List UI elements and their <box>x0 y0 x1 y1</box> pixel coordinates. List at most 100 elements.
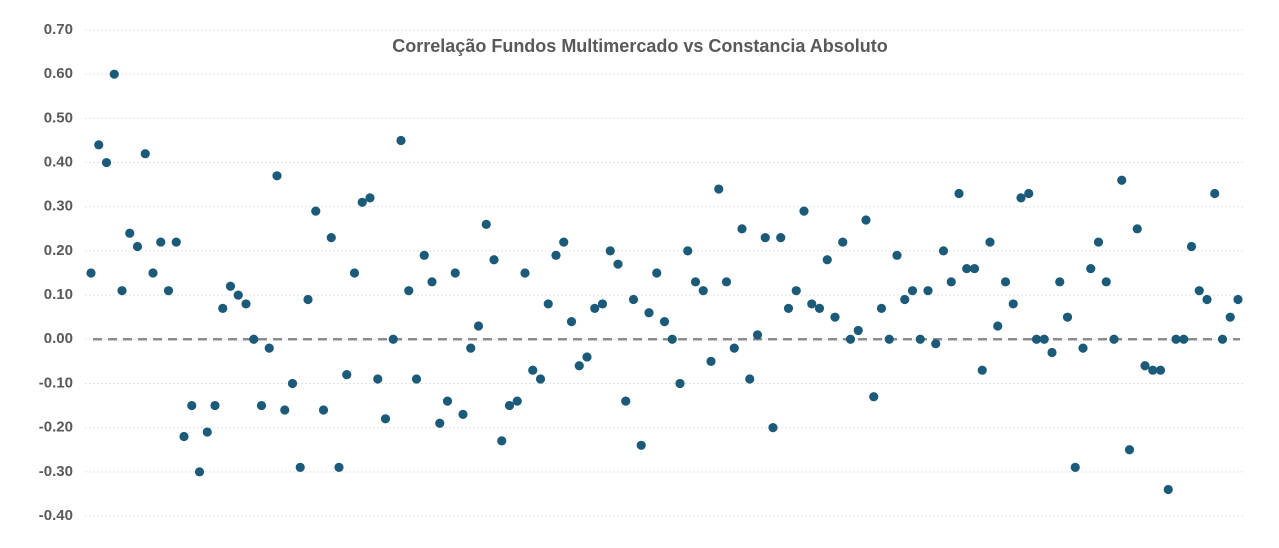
point <box>605 246 615 256</box>
point <box>776 233 786 243</box>
point <box>1210 188 1220 199</box>
point <box>737 224 747 234</box>
point <box>900 294 910 305</box>
point <box>1078 343 1088 353</box>
point <box>225 281 236 291</box>
point <box>1202 294 1212 305</box>
y-tick-label: 0.30 <box>44 198 73 215</box>
point <box>473 321 484 331</box>
point <box>869 392 879 402</box>
y-tick-label: 0.60 <box>44 65 73 82</box>
point <box>458 409 468 419</box>
point <box>388 334 398 344</box>
point <box>659 317 670 327</box>
point <box>675 378 685 389</box>
point <box>132 241 143 252</box>
point <box>520 268 530 278</box>
point <box>1109 334 1119 344</box>
point <box>907 286 918 296</box>
point <box>342 370 352 380</box>
point <box>210 400 220 411</box>
point <box>985 237 995 247</box>
point <box>760 233 770 243</box>
point <box>698 286 708 296</box>
point <box>628 294 639 305</box>
point <box>411 374 422 384</box>
point <box>280 405 290 415</box>
point <box>861 215 871 225</box>
point <box>233 290 243 300</box>
point <box>1186 241 1197 252</box>
point <box>745 374 755 384</box>
y-tick-label: -0.10 <box>39 374 73 391</box>
point <box>1000 277 1011 287</box>
point <box>993 321 1003 331</box>
point <box>683 246 693 256</box>
point <box>349 268 360 278</box>
point <box>714 184 724 194</box>
point <box>791 286 801 296</box>
point <box>497 436 507 446</box>
point <box>915 334 925 344</box>
y-tick-label: 0.10 <box>44 286 73 303</box>
point <box>566 317 577 327</box>
point <box>551 250 561 260</box>
point <box>729 343 739 353</box>
point <box>1225 312 1235 322</box>
point <box>690 277 701 287</box>
point <box>590 303 600 313</box>
point <box>876 303 887 313</box>
point <box>419 250 429 260</box>
point <box>954 188 964 199</box>
point <box>311 206 321 216</box>
point <box>1055 277 1065 287</box>
point <box>287 378 298 389</box>
point <box>528 365 538 375</box>
point <box>799 206 809 216</box>
point <box>1217 334 1228 344</box>
point <box>396 135 406 146</box>
point <box>109 69 119 79</box>
y-tick-label: -0.40 <box>39 507 73 524</box>
point <box>249 334 259 344</box>
point <box>357 197 367 207</box>
point <box>559 237 569 247</box>
point <box>218 303 228 313</box>
point <box>1233 294 1243 305</box>
point <box>830 312 840 322</box>
y-tick-label: 0.70 <box>44 21 73 38</box>
point <box>380 414 391 424</box>
y-tick-label: 0.20 <box>44 242 73 259</box>
chart-title: Correlação Fundos Multimercado vs Consta… <box>392 36 887 56</box>
point <box>621 396 631 406</box>
point <box>721 277 732 287</box>
point <box>256 400 267 411</box>
point <box>272 171 282 181</box>
point <box>644 308 654 318</box>
point <box>783 303 794 313</box>
point <box>156 237 166 247</box>
point <box>1117 175 1127 185</box>
point <box>1008 299 1018 309</box>
point <box>442 396 453 406</box>
point <box>318 405 329 415</box>
point <box>768 423 778 433</box>
point <box>1031 334 1042 344</box>
point <box>1101 277 1111 287</box>
y-tick-label: 0.50 <box>44 109 73 126</box>
point <box>667 334 677 344</box>
point <box>535 374 546 384</box>
point <box>1179 334 1189 344</box>
point <box>179 431 189 442</box>
point <box>962 263 972 274</box>
point <box>1086 263 1096 274</box>
point <box>427 277 437 287</box>
point <box>543 299 553 309</box>
point <box>140 149 150 159</box>
point <box>822 255 832 265</box>
point <box>117 286 127 296</box>
point <box>838 237 848 247</box>
point <box>125 228 135 238</box>
point <box>481 219 491 229</box>
